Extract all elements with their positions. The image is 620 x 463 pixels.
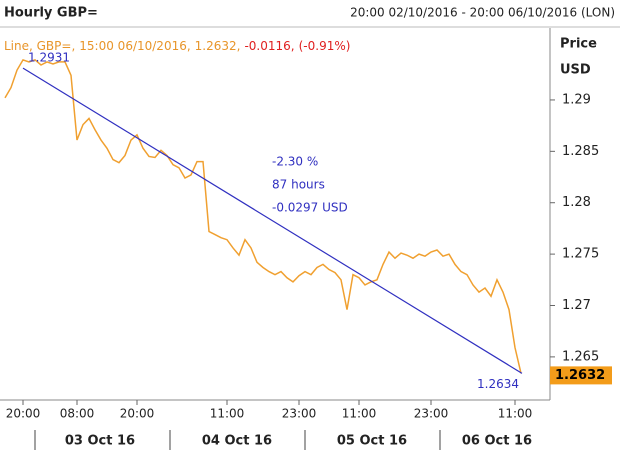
x-tick-label: 08:00 [60, 407, 95, 421]
last-value-box [550, 366, 612, 385]
trend-note: 87 hours [272, 178, 325, 192]
y-tick-label: 1.285 [562, 144, 599, 159]
legend-entry: 1.2632, [195, 39, 241, 53]
chart-subtitle: 20:00 02/10/2016 - 20:00 06/10/2016 (LON… [350, 6, 615, 20]
legend-entry: -0.0116, [244, 39, 294, 53]
trend-line [22, 67, 523, 374]
y-tick-label: 1.275 [562, 247, 599, 262]
trend-end-label: 1.2634 [477, 377, 519, 391]
y-axis-title: USD [560, 63, 591, 78]
y-tick-label: 1.27 [562, 298, 591, 313]
legend-entry: Line, GBP=, [4, 39, 75, 53]
y-tick-label: 1.29 [562, 92, 591, 107]
x-tick-label: 23:00 [282, 407, 317, 421]
legend: Line, GBP=, 15:00 06/10/2016, 1.2632, -0.01… [4, 39, 350, 53]
legend-entry: (-0.91%) [299, 39, 351, 53]
date-label: 06 Oct 16 [462, 434, 532, 449]
date-label: 05 Oct 16 [337, 434, 407, 449]
x-tick-label: 20:00 [120, 407, 155, 421]
x-tick-label: 20:00 [6, 407, 41, 421]
x-tick-label: 11:00 [498, 407, 533, 421]
price-line [4, 58, 522, 374]
chart-title: Hourly GBP= [4, 6, 98, 21]
trend-note: -0.0297 USD [272, 201, 348, 215]
y-tick-label: 1.28 [562, 195, 591, 210]
last-value-label: 1.2632 [555, 368, 605, 383]
x-tick-label: 11:00 [342, 407, 377, 421]
x-tick-label: 23:00 [414, 407, 449, 421]
trend-start-label: 1.2931 [28, 51, 70, 65]
date-label: 04 Oct 16 [202, 434, 272, 449]
trend-note: -2.30 % [272, 155, 318, 169]
date-label: 03 Oct 16 [65, 434, 135, 449]
y-axis-title: Price [560, 37, 597, 52]
x-tick-label: 11:00 [210, 407, 245, 421]
legend-entry: 15:00 06/10/2016, [79, 39, 190, 53]
y-tick-label: 1.265 [562, 349, 599, 364]
